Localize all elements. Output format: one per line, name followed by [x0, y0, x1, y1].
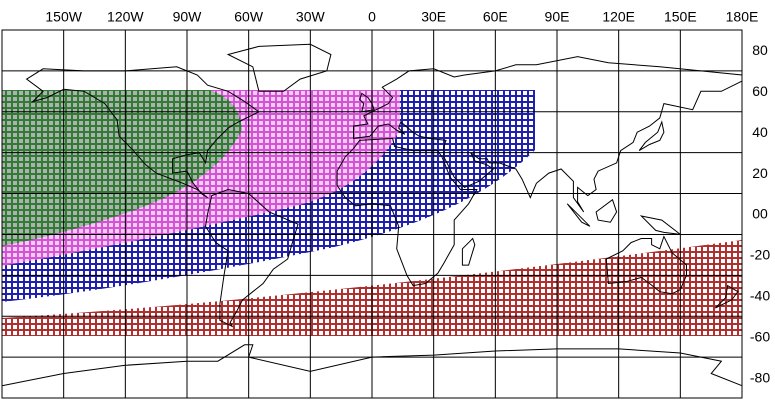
lat-label: -80 [750, 369, 770, 385]
antarctica [1, 344, 743, 387]
new-guinea [639, 215, 683, 236]
lat-label: 80 [752, 42, 768, 58]
coastlines [1, 43, 743, 387]
lat-label: -40 [750, 287, 770, 303]
map-frame [1, 29, 743, 399]
lon-label: 60E [483, 9, 508, 25]
region-green [2, 90, 242, 246]
lat-label: -20 [750, 247, 770, 263]
borneo [595, 198, 618, 223]
lon-label: 60W [234, 9, 264, 25]
japan [638, 120, 665, 152]
lon-label: 0 [368, 9, 376, 25]
great-britain [359, 92, 375, 113]
lat-label: 60 [752, 83, 768, 99]
lon-label: 30E [421, 9, 446, 25]
lat-label: 00 [752, 206, 768, 222]
graticule [2, 30, 742, 398]
lon-label: 90W [173, 9, 203, 25]
new-zealand [714, 284, 739, 309]
lon-label: 150W [45, 9, 82, 25]
sumatra [566, 203, 591, 227]
lon-label: 150E [664, 9, 697, 25]
lat-label: 40 [752, 124, 768, 140]
lon-label: 90E [545, 9, 570, 25]
greenland [226, 43, 332, 92]
australia [605, 235, 687, 295]
madagascar [461, 237, 476, 266]
south-america [204, 188, 299, 328]
axis-labels: 150W 120W 90W 60W 30W 0 30E 60E 90E 120E 150E 180E 8… [45, 9, 770, 386]
lat-label: 20 [752, 165, 768, 181]
eurasia [353, 56, 743, 213]
lon-label: 120W [107, 9, 144, 25]
lon-label: 30W [296, 9, 326, 25]
africa [336, 137, 478, 287]
north-america [25, 66, 260, 199]
lat-label: -60 [750, 328, 770, 344]
lon-label: 180E [726, 9, 759, 25]
lon-label: 120E [602, 9, 635, 25]
